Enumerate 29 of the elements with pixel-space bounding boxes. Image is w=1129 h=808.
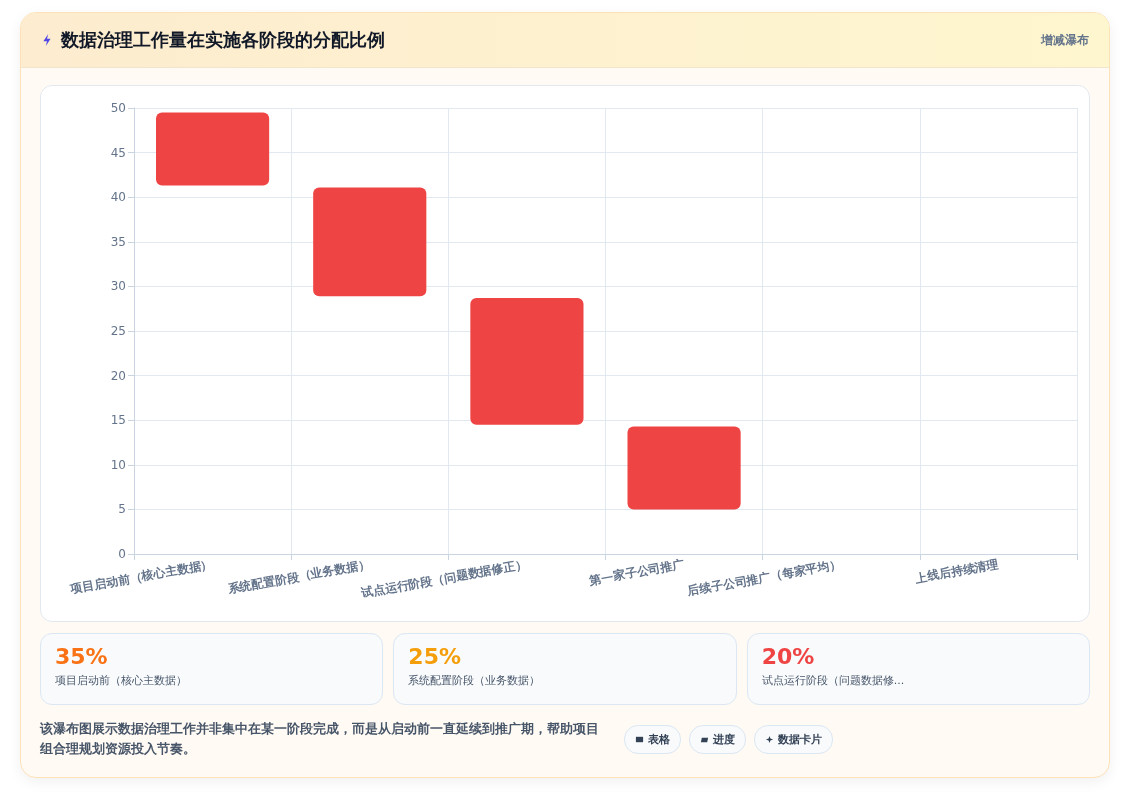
y-tick-label: 25	[110, 324, 126, 338]
y-tick-label: 20	[110, 368, 126, 383]
y-tick-label: 5	[118, 502, 126, 517]
x-tick-label: 后续子公司推广（每家平均）	[685, 557, 843, 599]
y-tick-label: 35	[110, 234, 126, 249]
text: 进度	[689, 724, 746, 754]
y-tick-label: 40	[110, 190, 126, 205]
text: 数据卡片	[754, 724, 833, 754]
chart-title: 数据治理工作量在实施各阶段的分配比例	[61, 28, 386, 52]
y-tick-label: 50	[110, 101, 126, 115]
text: 试点运行阶段（问题数据修...	[761, 673, 906, 688]
bar	[156, 112, 270, 186]
text: 该瀑布图展示数据治理工作并非集中在某一阶段完成，而是从启动前一直延续到推广期，帮助项目组合理规划资源投入节奏。	[40, 720, 600, 758]
y-tick-label: 30	[110, 279, 126, 294]
y-tick-label: 10	[110, 457, 126, 472]
text: 项目启动前（核心主数据）	[55, 673, 188, 688]
text: 25%	[408, 644, 462, 669]
bar	[313, 187, 427, 297]
text: 系统配置阶段（业务数据）	[408, 673, 542, 688]
text: 20%	[761, 644, 816, 669]
bar	[470, 298, 584, 425]
text: 增减瀑布	[1041, 31, 1089, 49]
x-tick-label: 上线后持续清理	[913, 557, 1000, 586]
bar	[627, 426, 741, 510]
x-tick-label: 第一家子公司推广	[587, 557, 686, 588]
y-tick-label: 15	[110, 413, 126, 428]
y-tick-label: 45	[110, 145, 126, 160]
text: 35%	[55, 644, 109, 669]
text: 表格	[624, 724, 681, 754]
